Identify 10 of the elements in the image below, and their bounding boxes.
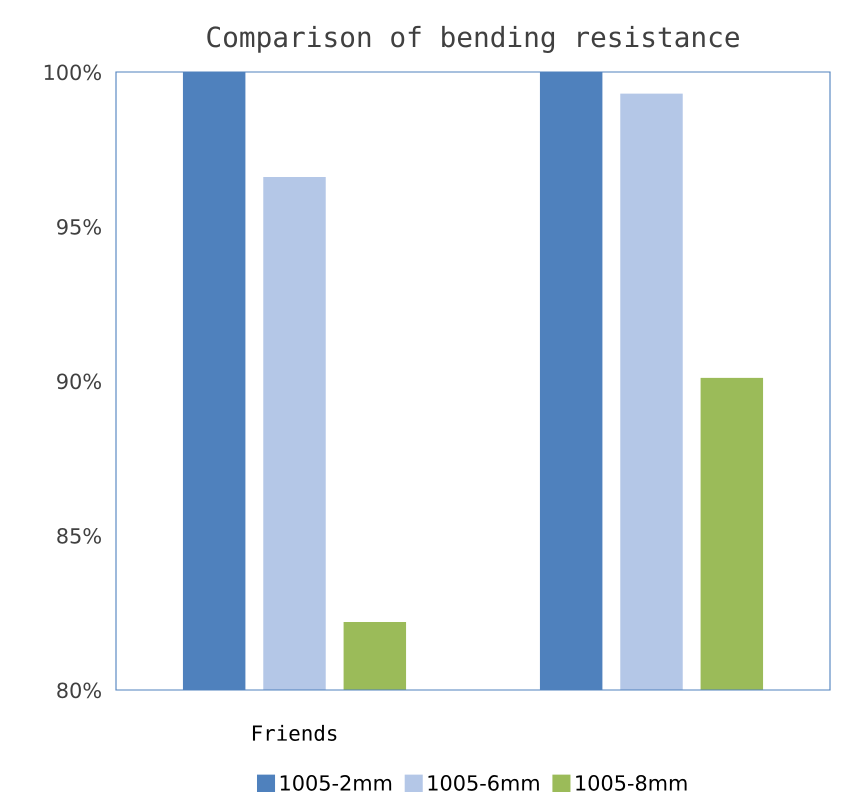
chart-title: Comparison of bending resistance [207,26,739,53]
legend-label: 1005-2mm [280,775,392,791]
y-tick-label: 80% [57,682,101,698]
legend-label: 1005-6mm [428,775,539,791]
legend-label: 1005-8mm [576,775,687,791]
x-tick-label: Friends [252,724,336,741]
y-tick-label: 100% [44,64,101,80]
y-tick-label: 95% [57,218,101,235]
y-tick-label: 85% [57,528,101,544]
y-tick-label: 90% [57,373,101,390]
